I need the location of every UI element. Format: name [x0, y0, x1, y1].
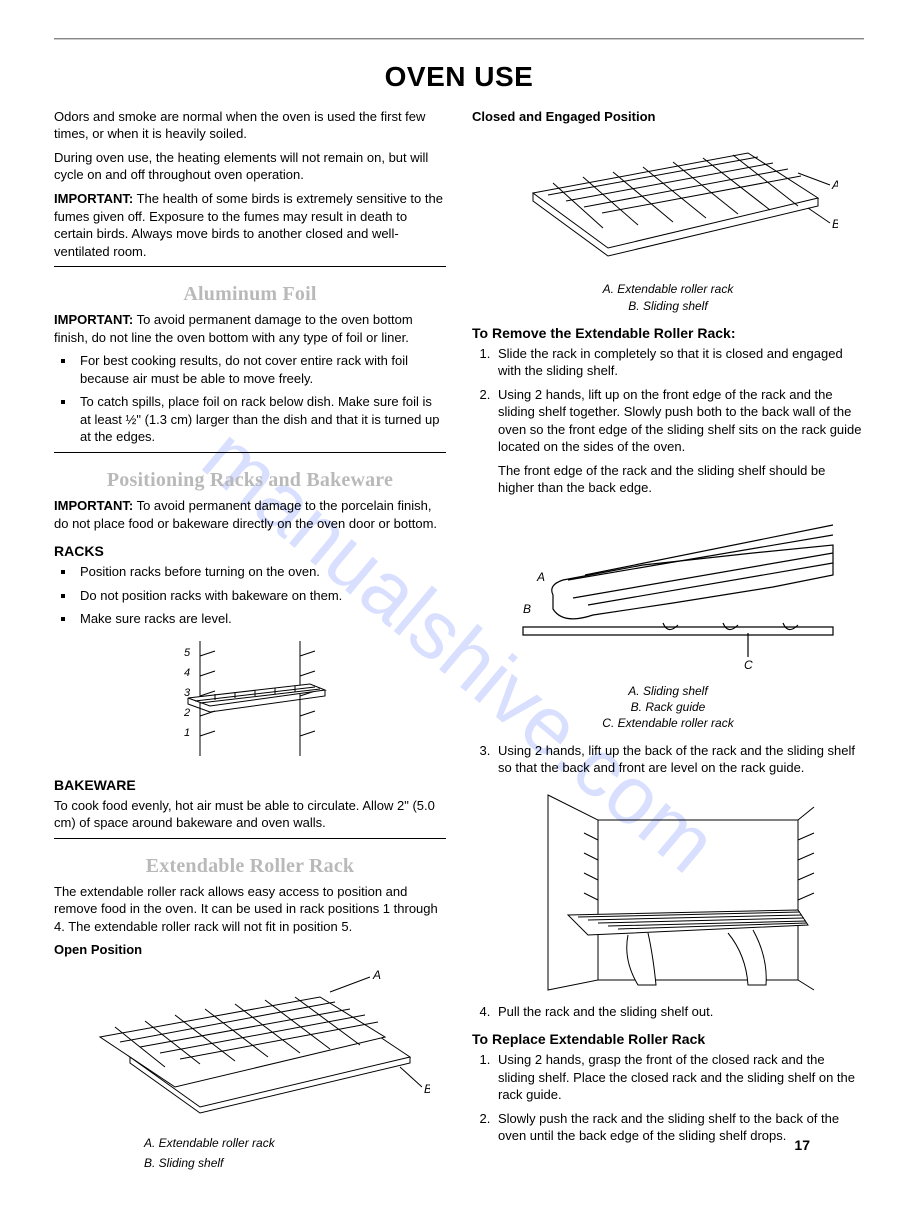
remove-steps: Slide the rack in completely so that it …: [472, 345, 864, 497]
caption-open-b: B. Sliding shelf: [144, 1155, 446, 1171]
right-column: Closed and Engaged Position A B A. Exten…: [472, 108, 864, 1175]
left-column: Odors and smoke are normal when the oven…: [54, 108, 446, 1175]
figure-inside-oven: [472, 785, 864, 995]
list-item: Slide the rack in completely so that it …: [494, 345, 864, 380]
list-item: Using 2 hands, lift up on the front edge…: [494, 386, 864, 497]
rack-label-1: 1: [184, 727, 190, 739]
intro-1: Odors and smoke are normal when the oven…: [54, 108, 446, 143]
figure-tilted: A B C: [472, 505, 864, 675]
caption-mid: A. Sliding shelf B. Rack guide C. Extend…: [472, 683, 864, 732]
label-a: A: [831, 178, 838, 192]
important-birds: IMPORTANT: The health of some birds is e…: [54, 190, 446, 260]
top-rule: [54, 38, 864, 40]
label-b: B: [832, 217, 838, 231]
figure-rack-positions: 5 4 3 2 1: [54, 636, 446, 766]
label-a: A: [372, 968, 381, 982]
divider: [54, 266, 446, 267]
important-label: IMPORTANT:: [54, 191, 133, 206]
remove-heading: To Remove the Extendable Roller Rack:: [472, 324, 864, 343]
heading-foil: Aluminum Foil: [54, 281, 446, 308]
replace-heading: To Replace Extendable Roller Rack: [472, 1030, 864, 1049]
rack-label-2: 2: [183, 707, 190, 719]
open-position-label: Open Position: [54, 941, 446, 959]
step2-extra: The front edge of the rack and the slidi…: [498, 462, 864, 497]
foil-bullets: For best cooking results, do not cover e…: [54, 352, 446, 446]
list-item: For best cooking results, do not cover e…: [76, 352, 446, 387]
page-title: OVEN USE: [54, 58, 864, 96]
intro-2: During oven use, the heating elements wi…: [54, 149, 446, 184]
caption-closed-a: A. Extendable roller rack: [472, 281, 864, 297]
list-item: To catch spills, place foil on rack belo…: [76, 393, 446, 446]
racks-subheading: RACKS: [54, 542, 446, 561]
caption-mid-a: A. Sliding shelf: [472, 683, 864, 699]
caption-mid-c: C. Extendable roller rack: [472, 715, 864, 731]
important-label: IMPORTANT:: [54, 312, 133, 327]
foil-important: IMPORTANT: To avoid permanent damage to …: [54, 311, 446, 346]
caption-closed: A. Extendable roller rack B. Sliding she…: [472, 281, 864, 313]
caption-mid-b: B. Rack guide: [472, 699, 864, 715]
roller-text: The extendable roller rack allows easy a…: [54, 883, 446, 936]
list-item: Make sure racks are level.: [76, 610, 446, 628]
divider: [54, 452, 446, 453]
bakeware-subheading: BAKEWARE: [54, 776, 446, 795]
list-item: Using 2 hands, grasp the front of the cl…: [494, 1051, 864, 1104]
list-item: Using 2 hands, lift up the back of the r…: [494, 742, 864, 777]
caption-open-a: A. Extendable roller rack: [144, 1135, 446, 1151]
label-b: B: [523, 602, 531, 616]
list-item: Pull the rack and the sliding shelf out.: [494, 1003, 864, 1021]
important-label: IMPORTANT:: [54, 498, 133, 513]
closed-heading: Closed and Engaged Position: [472, 108, 864, 126]
figure-open-position: A B: [54, 967, 446, 1127]
heading-racks-bakeware: Positioning Racks and Bakeware: [54, 467, 446, 494]
step2-main: Using 2 hands, lift up on the front edge…: [498, 386, 864, 456]
label-b: B: [424, 1082, 430, 1096]
racks-bullets: Position racks before turning on the ove…: [54, 563, 446, 628]
racks-important: IMPORTANT: To avoid permanent damage to …: [54, 497, 446, 532]
columns: Odors and smoke are normal when the oven…: [54, 108, 864, 1175]
bakeware-text: To cook food evenly, hot air must be abl…: [54, 797, 446, 832]
list-item: Do not position racks with bakeware on t…: [76, 587, 446, 605]
rack-label-4: 4: [184, 667, 190, 679]
remove-steps-4: Pull the rack and the sliding shelf out.: [472, 1003, 864, 1021]
heading-roller-rack: Extendable Roller Rack: [54, 853, 446, 880]
label-c: C: [744, 658, 753, 672]
rack-label-3: 3: [184, 687, 191, 699]
divider: [54, 838, 446, 839]
figure-closed-position: A B: [472, 133, 864, 273]
remove-steps-cont: Using 2 hands, lift up the back of the r…: [472, 742, 864, 777]
list-item: Position racks before turning on the ove…: [76, 563, 446, 581]
page-number: 17: [794, 1136, 810, 1155]
label-a: A: [536, 570, 545, 584]
caption-closed-b: B. Sliding shelf: [472, 298, 864, 314]
replace-steps: Using 2 hands, grasp the front of the cl…: [472, 1051, 864, 1145]
rack-label-5: 5: [184, 647, 191, 659]
